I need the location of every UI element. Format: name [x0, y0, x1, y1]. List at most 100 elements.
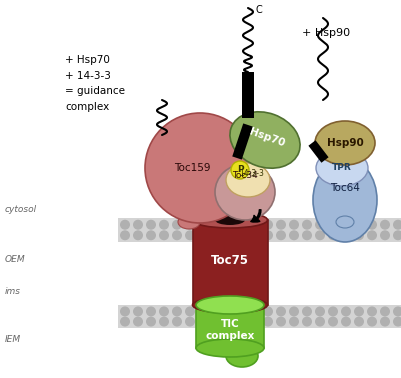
Circle shape — [328, 307, 338, 316]
Circle shape — [302, 307, 312, 316]
Circle shape — [367, 307, 377, 316]
Circle shape — [393, 230, 401, 240]
Circle shape — [172, 230, 182, 240]
Circle shape — [146, 220, 156, 230]
Polygon shape — [308, 140, 328, 163]
Circle shape — [289, 220, 299, 230]
Circle shape — [328, 230, 338, 240]
Circle shape — [250, 316, 260, 327]
Ellipse shape — [178, 215, 200, 229]
Circle shape — [159, 307, 169, 316]
Text: + Hsp90: + Hsp90 — [302, 28, 350, 38]
Circle shape — [198, 316, 208, 327]
Text: TIC
complex: TIC complex — [205, 319, 255, 341]
Circle shape — [380, 230, 390, 240]
Circle shape — [133, 307, 143, 316]
Text: cytosol: cytosol — [5, 206, 37, 214]
Circle shape — [354, 230, 364, 240]
Circle shape — [185, 220, 195, 230]
Circle shape — [380, 316, 390, 327]
Circle shape — [328, 220, 338, 230]
Circle shape — [289, 230, 299, 240]
Circle shape — [263, 230, 273, 240]
Ellipse shape — [192, 297, 267, 313]
Ellipse shape — [315, 121, 375, 165]
Circle shape — [198, 307, 208, 316]
FancyArrowPatch shape — [251, 210, 261, 222]
Circle shape — [172, 316, 182, 327]
Circle shape — [367, 230, 377, 240]
Circle shape — [224, 220, 234, 230]
Circle shape — [393, 307, 401, 316]
Ellipse shape — [192, 212, 267, 228]
Circle shape — [393, 316, 401, 327]
Circle shape — [159, 220, 169, 230]
Ellipse shape — [226, 345, 258, 367]
Circle shape — [354, 220, 364, 230]
Circle shape — [367, 316, 377, 327]
Text: IEM: IEM — [5, 336, 21, 344]
Circle shape — [172, 307, 182, 316]
Bar — [193, 220, 268, 305]
Circle shape — [393, 220, 401, 230]
Text: P: P — [237, 166, 243, 175]
Circle shape — [380, 220, 390, 230]
Circle shape — [276, 230, 286, 240]
Circle shape — [159, 230, 169, 240]
Bar — [236, 205, 252, 218]
Circle shape — [133, 316, 143, 327]
Circle shape — [354, 307, 364, 316]
Circle shape — [146, 316, 156, 327]
Text: Toc64: Toc64 — [330, 183, 360, 193]
Circle shape — [302, 230, 312, 240]
Circle shape — [133, 230, 143, 240]
Circle shape — [354, 316, 364, 327]
Circle shape — [159, 316, 169, 327]
Circle shape — [250, 230, 260, 240]
Ellipse shape — [316, 150, 368, 186]
Circle shape — [289, 307, 299, 316]
Circle shape — [198, 230, 208, 240]
Ellipse shape — [336, 216, 354, 228]
Circle shape — [172, 220, 182, 230]
Bar — [118, 305, 401, 328]
Circle shape — [341, 316, 351, 327]
Circle shape — [120, 230, 130, 240]
Circle shape — [237, 307, 247, 316]
Text: Toc75: Toc75 — [211, 254, 249, 266]
Text: Toc34: Toc34 — [232, 172, 258, 181]
Circle shape — [237, 220, 247, 230]
Circle shape — [341, 307, 351, 316]
Circle shape — [276, 307, 286, 316]
Circle shape — [263, 220, 273, 230]
Circle shape — [237, 316, 247, 327]
Circle shape — [133, 220, 143, 230]
Circle shape — [341, 220, 351, 230]
Circle shape — [224, 307, 234, 316]
Ellipse shape — [226, 163, 270, 197]
Circle shape — [120, 316, 130, 327]
Circle shape — [224, 316, 234, 327]
Circle shape — [211, 307, 221, 316]
Circle shape — [120, 220, 130, 230]
Circle shape — [367, 220, 377, 230]
Circle shape — [120, 307, 130, 316]
Circle shape — [211, 230, 221, 240]
Bar — [220, 296, 240, 308]
Circle shape — [315, 230, 325, 240]
Bar — [118, 218, 401, 242]
Circle shape — [276, 220, 286, 230]
Circle shape — [211, 316, 221, 327]
Circle shape — [302, 316, 312, 327]
Text: 14-3-3: 14-3-3 — [239, 169, 264, 178]
Text: OEM: OEM — [5, 256, 26, 265]
Circle shape — [185, 316, 195, 327]
Circle shape — [289, 316, 299, 327]
Ellipse shape — [196, 339, 264, 357]
Circle shape — [224, 230, 234, 240]
Ellipse shape — [230, 112, 300, 168]
Circle shape — [328, 316, 338, 327]
Circle shape — [185, 230, 195, 240]
Circle shape — [263, 307, 273, 316]
Text: TPR: TPR — [332, 164, 352, 172]
